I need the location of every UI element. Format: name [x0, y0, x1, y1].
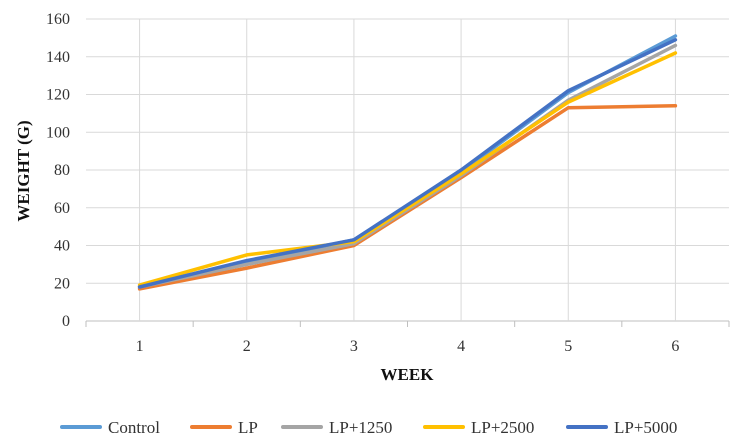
series-line-control: [137, 34, 678, 289]
legend-label: LP: [238, 418, 258, 437]
series-line-lp-1250: [137, 43, 678, 289]
y-tick-label: 100: [46, 124, 70, 141]
x-tick-label: 3: [350, 338, 358, 355]
x-tick-label: 5: [564, 338, 572, 355]
legend-item-lp: LP: [190, 418, 258, 437]
x-tick-label: 1: [136, 338, 144, 355]
legend-item-lp-5000: LP+5000: [566, 418, 677, 437]
y-axis-ticks: 0 20 40 60 80 100 120 140 160: [46, 11, 70, 330]
legend-item-lp-1250: LP+1250: [281, 418, 392, 437]
legend-item-control: Control: [60, 418, 160, 437]
gridlines: [85, 18, 730, 327]
y-tick-label: 20: [54, 275, 70, 292]
y-tick-label: 60: [54, 200, 70, 217]
legend-label: LP+1250: [329, 418, 392, 437]
legend-label: LP+2500: [471, 418, 534, 437]
x-tick-label: 4: [457, 338, 465, 355]
legend-label: LP+5000: [614, 418, 677, 437]
y-axis-title: WEIGHT (G): [14, 120, 33, 221]
legend-label: Control: [108, 418, 160, 437]
x-tick-label: 6: [671, 338, 679, 355]
x-tick-label: 2: [243, 338, 251, 355]
series-lines: [137, 34, 678, 291]
legend-item-lp-2500: LP+2500: [423, 418, 534, 437]
x-axis-title: WEEK: [381, 365, 435, 384]
x-axis-ticks: 1 2 3 4 5 6: [136, 338, 680, 355]
series-line-lp-5000: [137, 38, 678, 289]
y-tick-label: 40: [54, 238, 70, 255]
legend: Control LP LP+1250 LP+2500 LP+5000: [60, 418, 677, 437]
series-line-lp-2500: [137, 51, 678, 287]
y-tick-label: 120: [46, 87, 70, 104]
y-tick-label: 160: [46, 11, 70, 28]
y-tick-label: 80: [54, 162, 70, 179]
y-tick-label: 140: [46, 49, 70, 66]
y-tick-label: 0: [62, 313, 70, 330]
